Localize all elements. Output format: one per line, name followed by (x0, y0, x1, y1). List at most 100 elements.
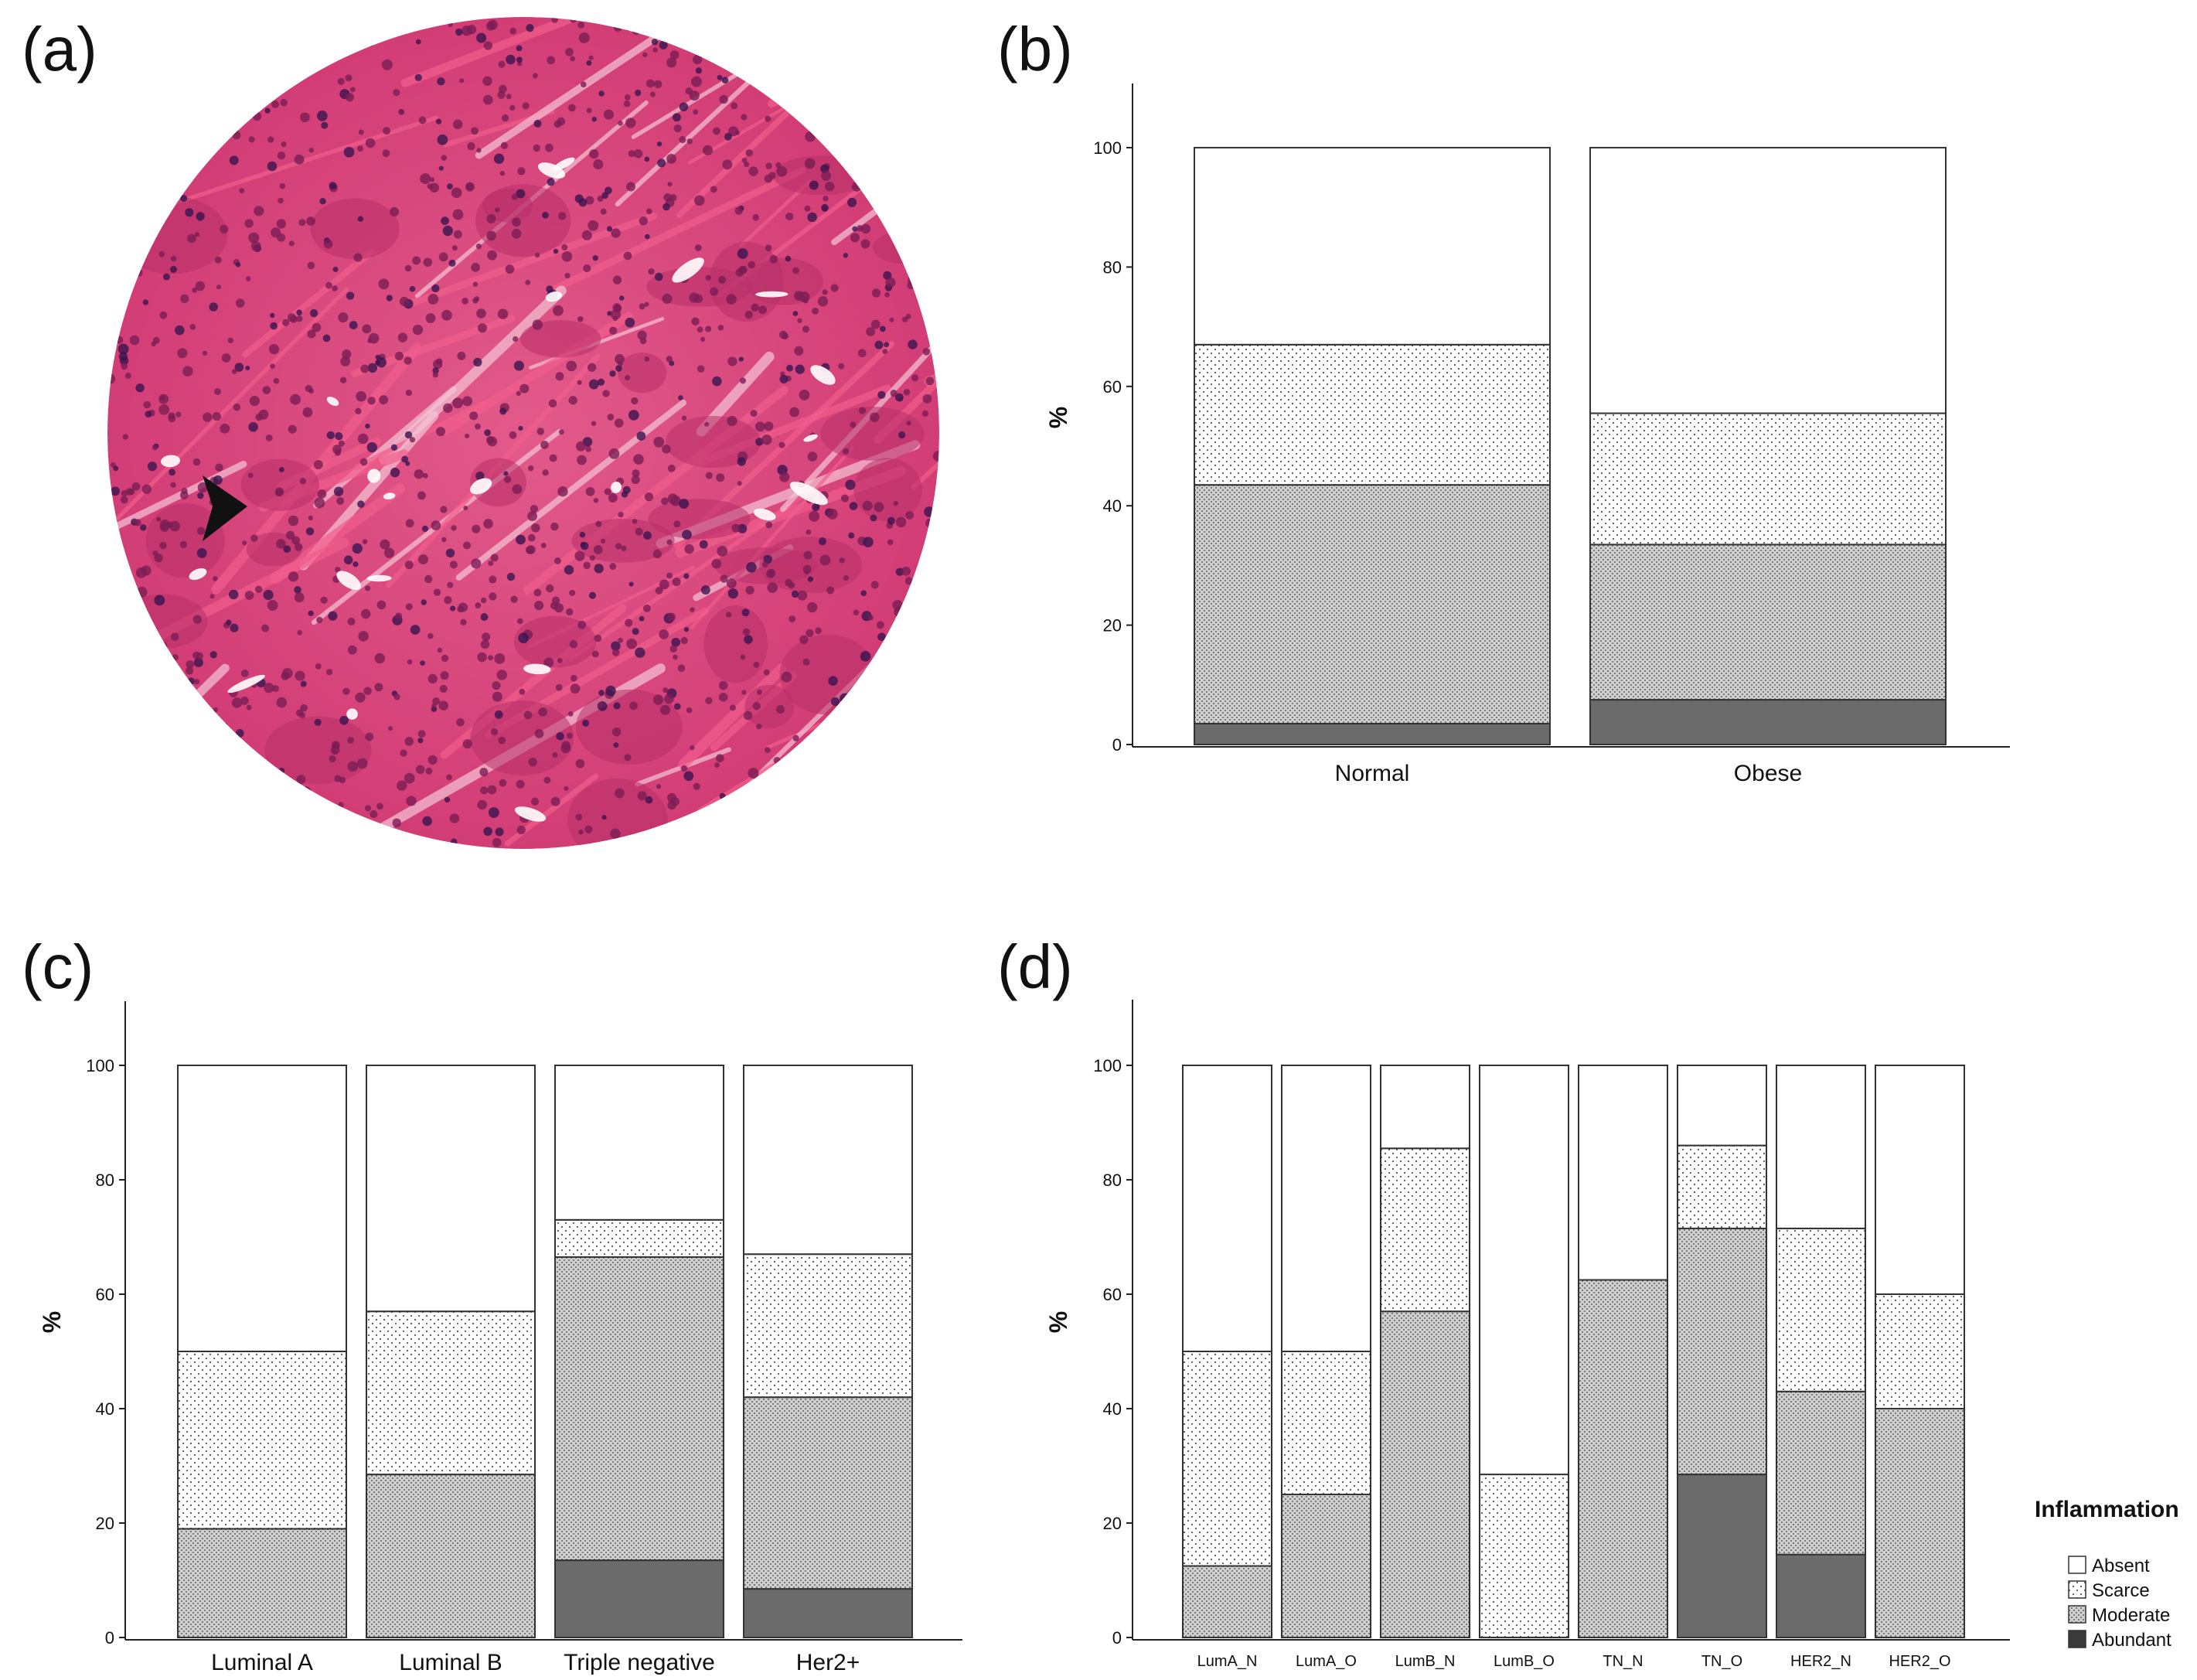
cell-nucleus (451, 525, 457, 531)
cell-nucleus (908, 339, 918, 349)
cell-nucleus (644, 302, 649, 307)
cell-nucleus (405, 519, 414, 528)
cell-nucleus (228, 589, 239, 600)
cell-nucleus (702, 145, 714, 155)
cell-nucleus (830, 284, 839, 292)
cell-nucleus (152, 336, 160, 344)
cell-nucleus (555, 683, 563, 691)
cell-nucleus (898, 431, 906, 439)
cell-nucleus (724, 132, 732, 141)
cell-nucleus (504, 475, 512, 483)
cell-nucleus (459, 78, 465, 83)
cell-nucleus (278, 197, 284, 204)
cell-nucleus (631, 397, 639, 405)
cell-nucleus (431, 284, 440, 293)
cell-nucleus (797, 826, 805, 834)
cell-nucleus (307, 329, 316, 339)
cell-nucleus (111, 124, 122, 135)
cell-nucleus (558, 212, 567, 220)
gland-cluster (648, 499, 751, 540)
panel-label-a: (a) (22, 15, 97, 83)
cell-nucleus (717, 325, 724, 331)
cell-nucleus (476, 308, 486, 319)
cell-nucleus (635, 89, 642, 97)
cell-nucleus (127, 221, 134, 228)
cell-nucleus (404, 772, 415, 784)
cell-nucleus (778, 441, 785, 448)
cell-nucleus (776, 165, 788, 177)
y-tick-label-20: 20 (96, 1514, 114, 1533)
cell-nucleus (583, 561, 591, 570)
cell-nucleus (155, 774, 166, 784)
cell-nucleus (198, 94, 203, 99)
cell-nucleus (726, 294, 737, 305)
cell-nucleus (107, 271, 113, 281)
cell-nucleus (252, 111, 262, 121)
cell-nucleus (357, 500, 365, 508)
cell-nucleus (306, 216, 315, 226)
cell-nucleus (637, 330, 647, 340)
cell-nucleus (212, 411, 221, 421)
cell-nucleus (731, 102, 738, 110)
cell-nucleus (580, 542, 586, 548)
cell-nucleus (148, 641, 158, 650)
cell-nucleus (804, 570, 809, 575)
cell-nucleus (691, 317, 700, 326)
gland-cluster (665, 416, 761, 469)
cell-nucleus (743, 711, 753, 721)
cell-nucleus (365, 732, 374, 741)
y-tick-label-60: 60 (1103, 1285, 1122, 1304)
bar-segment-triple-negative-abundant (554, 1559, 724, 1638)
cell-nucleus (568, 104, 576, 112)
cell-nucleus (901, 174, 911, 186)
cell-nucleus (848, 532, 855, 539)
cell-nucleus (160, 179, 169, 188)
cell-nucleus (234, 363, 244, 372)
cell-nucleus (300, 704, 308, 712)
cell-nucleus (245, 365, 250, 370)
cell-nucleus (667, 182, 673, 187)
cell-nucleus (901, 780, 911, 790)
cell-nucleus (482, 76, 492, 87)
cell-nucleus (821, 171, 832, 181)
cell-nucleus (121, 286, 129, 295)
gland-cluster (744, 684, 795, 728)
cell-nucleus (365, 423, 370, 429)
cell-nucleus (390, 206, 400, 216)
cell-nucleus (659, 704, 671, 715)
cell-nucleus (764, 421, 774, 431)
gland-cluster (264, 716, 372, 785)
cell-nucleus (903, 388, 911, 396)
cell-nucleus (831, 142, 842, 153)
cell-nucleus (198, 822, 209, 833)
cell-nucleus (651, 39, 659, 46)
cell-nucleus (877, 632, 886, 642)
cell-nucleus (490, 728, 499, 736)
cell-nucleus (419, 837, 428, 846)
gland-cluster (712, 17, 829, 48)
cell-nucleus (449, 813, 460, 823)
cell-nucleus (302, 407, 313, 417)
cell-nucleus (809, 510, 820, 522)
cell-nucleus (621, 545, 627, 551)
cell-nucleus (639, 216, 648, 226)
cell-nucleus (331, 816, 342, 827)
cell-nucleus (865, 17, 876, 28)
cell-nucleus (706, 17, 714, 22)
cell-nucleus (533, 119, 542, 128)
bar-segment-luma-n-scarce (1182, 1351, 1272, 1567)
cell-nucleus (432, 367, 439, 374)
cell-nucleus (486, 230, 496, 241)
cell-nucleus (872, 679, 881, 687)
cell-nucleus (906, 253, 918, 264)
cell-nucleus (375, 354, 381, 360)
cell-nucleus (815, 627, 822, 635)
x-tick-label-luma-o: LumA_O (1296, 1653, 1357, 1670)
gland-lumen (383, 492, 396, 499)
cell-nucleus (236, 742, 244, 751)
cell-nucleus (187, 677, 195, 685)
cell-nucleus (319, 197, 326, 205)
cell-nucleus (543, 657, 554, 668)
cell-nucleus (239, 188, 245, 194)
cell-nucleus (147, 462, 158, 472)
